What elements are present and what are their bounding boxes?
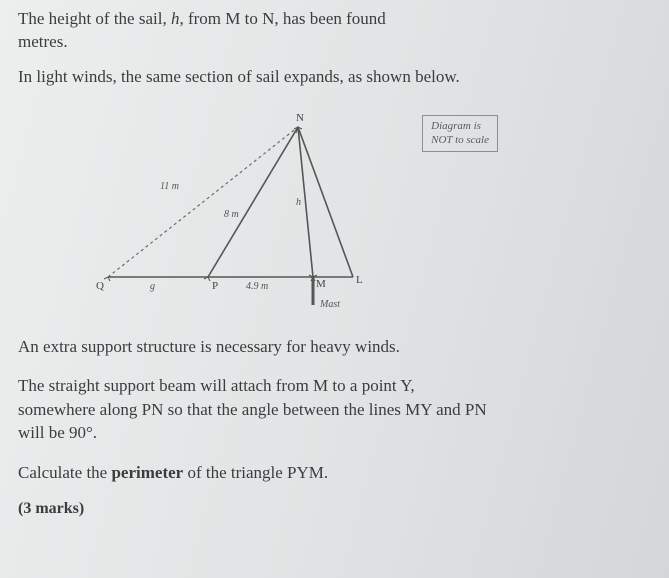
line-PN	[208, 127, 298, 277]
preamble-a: The height of the sail,	[18, 9, 171, 28]
calc-post: of the triangle PYM.	[183, 463, 328, 482]
label-mast: Mast	[319, 299, 340, 310]
marks-text: (3 marks)	[18, 500, 651, 518]
label-P: P	[212, 280, 218, 292]
label-8m: 8 m	[224, 209, 239, 220]
beam-text: The straight support beam will attach fr…	[18, 374, 651, 444]
label-11m: 11 m	[160, 181, 179, 192]
intro-text: In light winds, the same section of sail…	[18, 66, 651, 89]
scale-note: Diagram is NOT to scale	[422, 115, 498, 153]
cutoff-preamble: The height of the sail, h, from M to N, …	[18, 8, 651, 54]
calc-pre: Calculate the	[18, 463, 111, 482]
calculate-text: Calculate the perimeter of the triangle …	[18, 461, 651, 484]
label-Q: Q	[96, 280, 104, 292]
label-h: h	[296, 197, 301, 208]
diagram-container: Diagram is NOT to scale N Q P M L Mast g…	[88, 107, 508, 317]
scale-note-l2: NOT to scale	[431, 134, 489, 148]
calc-bold: perimeter	[111, 463, 183, 482]
preamble-line2: metres.	[18, 32, 68, 51]
extra-support-text: An extra support structure is necessary …	[18, 335, 651, 358]
beam-l1: The straight support beam will attach fr…	[18, 376, 415, 395]
scale-note-l1: Diagram is	[431, 120, 489, 134]
label-49m: 4.9 m	[246, 281, 268, 292]
preamble-b: , from M to N, has been found	[179, 9, 385, 28]
beam-l3: will be 90°.	[18, 423, 97, 442]
label-g: g	[150, 281, 155, 292]
sail-diagram: N Q P M L Mast g h 11 m 8 m 4.9 m	[88, 107, 388, 317]
beam-l2: somewhere along PN so that the angle bet…	[18, 400, 487, 419]
label-M: M	[316, 278, 326, 290]
label-N: N	[296, 112, 304, 124]
line-QN-dashed	[108, 127, 298, 277]
label-L: L	[356, 274, 363, 286]
